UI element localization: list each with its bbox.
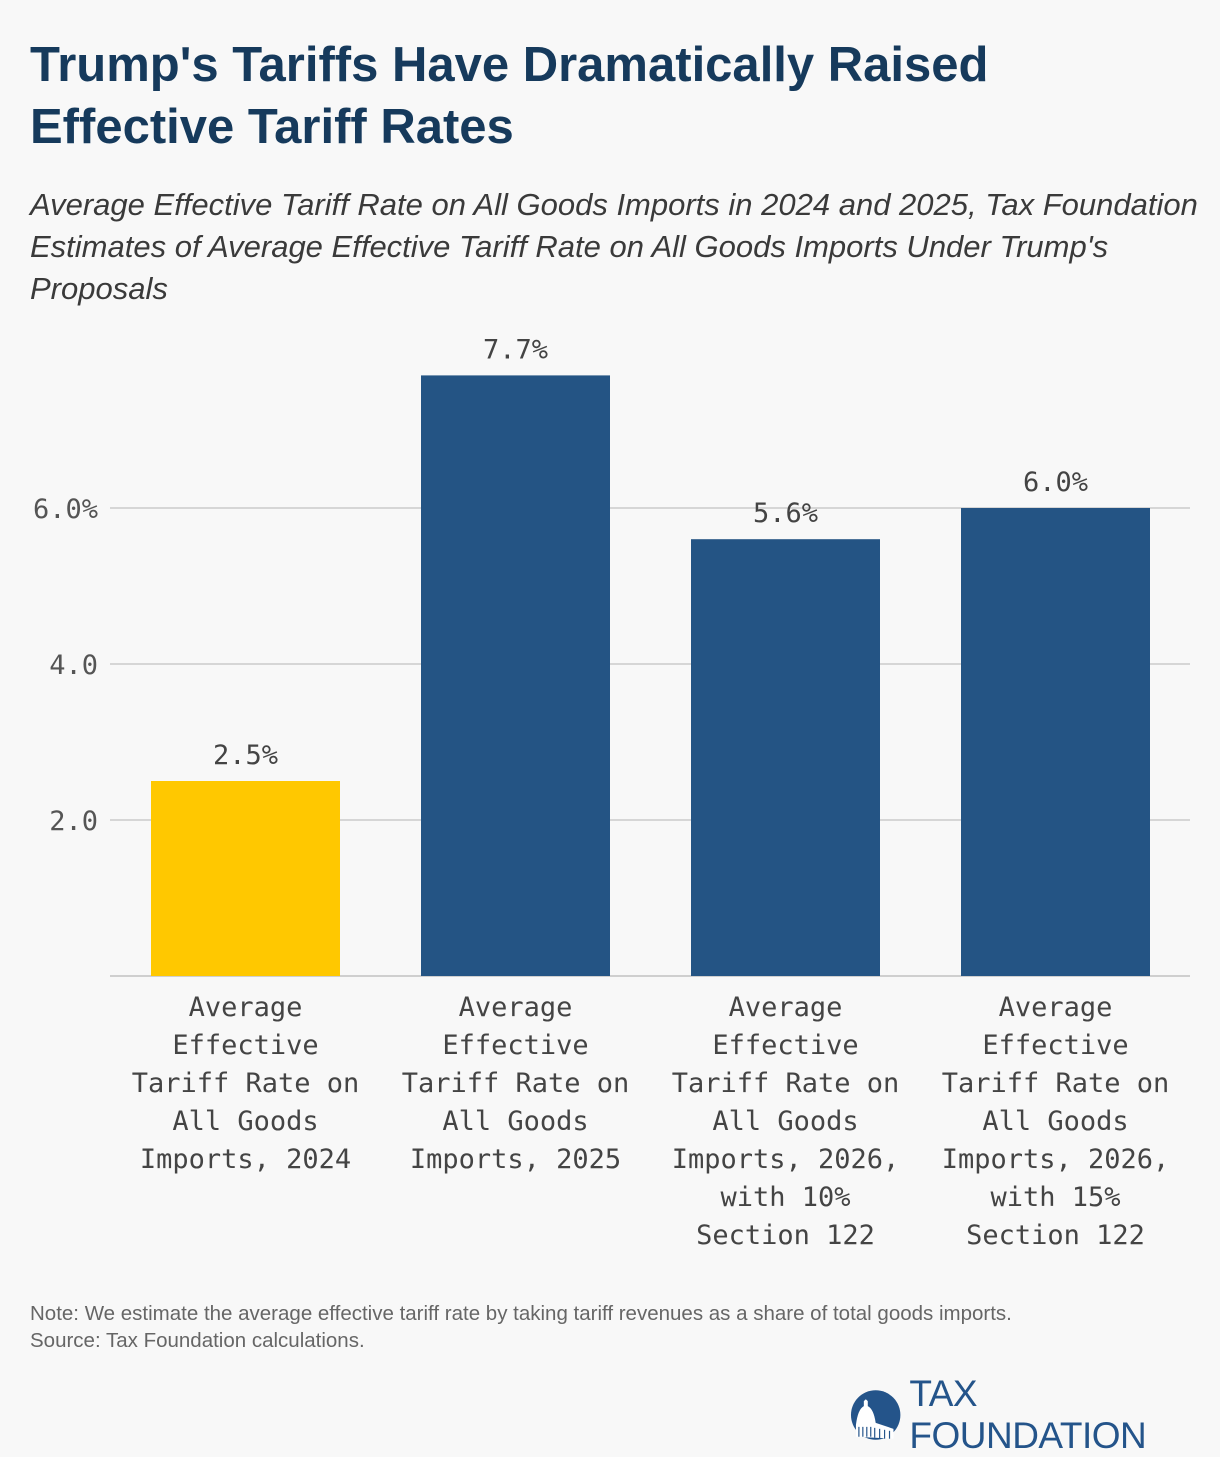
x-category-label-line: Section 122 — [966, 1220, 1145, 1251]
x-category-label-line: Effective — [172, 1030, 318, 1061]
x-category-label-line: Section 122 — [696, 1220, 875, 1251]
x-category-label-line: All Goods — [172, 1106, 318, 1137]
x-category-label-line: Imports, 2024 — [140, 1144, 351, 1175]
x-category-label-line: Tariff Rate on — [132, 1068, 360, 1099]
x-category-label-line: Imports, 2026, — [942, 1144, 1170, 1175]
x-category-label-line: Tariff Rate on — [942, 1068, 1170, 1099]
data-label: 7.7% — [483, 334, 548, 365]
x-category-label-line: with 15% — [990, 1182, 1120, 1213]
x-category-label: Average Effective Tariff Rate on All Goods I… — [942, 992, 1170, 1251]
y-tick-label: 2.0 — [49, 806, 98, 837]
capitol-dome-icon — [850, 1390, 901, 1440]
bar — [151, 781, 340, 976]
x-category-label-line: Average — [459, 992, 573, 1023]
x-category-label: Average Effective Tariff Rate on All Goods I… — [402, 992, 630, 1175]
x-category-label-line: Average — [729, 992, 843, 1023]
x-category-label-line: Effective — [982, 1030, 1128, 1061]
x-category-label-line: Imports, 2025 — [410, 1144, 621, 1175]
logo-text: TAX FOUNDATION — [909, 1373, 1147, 1456]
x-category-label: Average Effective Tariff Rate on All Goods I… — [132, 992, 360, 1175]
data-label: 2.5% — [213, 740, 278, 771]
bar — [421, 375, 610, 976]
x-category-label-line: Tariff Rate on — [402, 1068, 630, 1099]
bar — [961, 508, 1150, 976]
x-category-label-line: Effective — [442, 1030, 588, 1061]
data-label: 5.6% — [753, 498, 818, 529]
x-category-label-line: with 10% — [720, 1182, 850, 1213]
x-category-label-line: All Goods — [712, 1106, 858, 1137]
data-label: 6.0% — [1023, 467, 1088, 498]
chart-subtitle: Average Effective Tariff Rate on All Goo… — [30, 187, 1198, 306]
footnote: Note: We estimate the average effective … — [30, 1300, 1012, 1354]
bar-chart: 2.0 4.0 6.0% 2.5% Average Effective Tariff Rat… — [33, 334, 1190, 1251]
source-text: Source: Tax Foundation calculations. — [30, 1329, 365, 1352]
x-category-label-line: Effective — [712, 1030, 858, 1061]
x-category-label-line: All Goods — [982, 1106, 1128, 1137]
x-category-label: Average Effective Tariff Rate on All Goods I… — [672, 992, 900, 1251]
note-text: Note: We estimate the average effective … — [30, 1302, 1012, 1325]
x-category-label-line: All Goods — [442, 1106, 588, 1137]
x-category-label-line: Average — [189, 992, 303, 1023]
tax-foundation-logo: TAX FOUNDATION — [850, 1373, 1220, 1457]
x-category-label-line: Tariff Rate on — [672, 1068, 900, 1099]
x-category-label-line: Imports, 2026, — [672, 1144, 900, 1175]
chart-title: Trump's Tariffs Have Dramatically Raised… — [30, 38, 989, 154]
y-tick-label: 6.0% — [33, 494, 98, 525]
x-category-label-line: Average — [999, 992, 1113, 1023]
y-tick-label: 4.0 — [49, 650, 98, 681]
bar — [691, 539, 880, 976]
